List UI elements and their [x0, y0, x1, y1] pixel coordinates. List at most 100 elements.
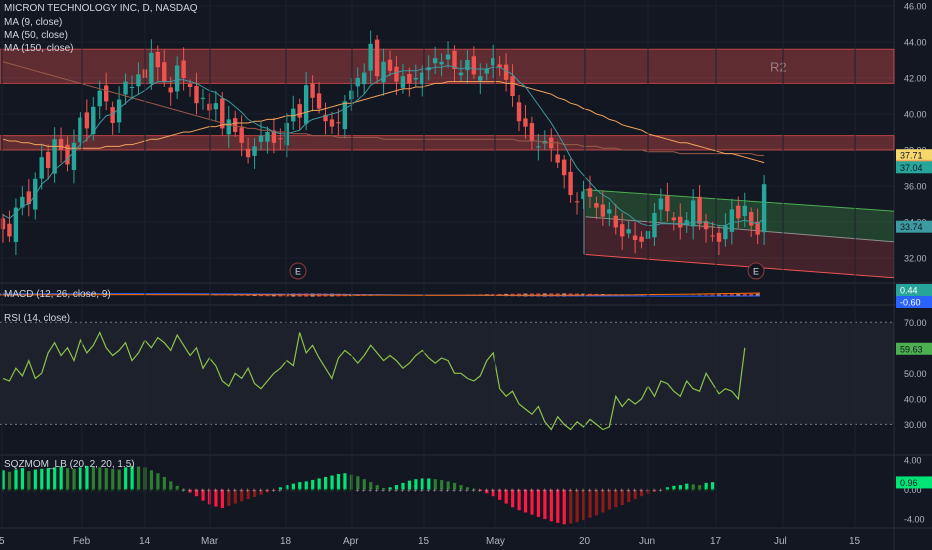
- candle[interactable]: [536, 133, 541, 161]
- candle[interactable]: [323, 102, 328, 135]
- candle[interactable]: [432, 46, 438, 75]
- candle[interactable]: [342, 94, 348, 139]
- candle[interactable]: [239, 115, 244, 157]
- candle[interactable]: [594, 196, 599, 220]
- candle[interactable]: [639, 231, 644, 249]
- candle[interactable]: [155, 45, 160, 81]
- candle[interactable]: [329, 112, 335, 134]
- candle[interactable]: [97, 80, 102, 120]
- candle[interactable]: [658, 188, 664, 222]
- candle[interactable]: [245, 137, 251, 164]
- candle[interactable]: [613, 203, 618, 235]
- candle[interactable]: [187, 79, 193, 97]
- candle[interactable]: [162, 49, 167, 87]
- candle[interactable]: [723, 213, 728, 247]
- candle[interactable]: [620, 212, 625, 250]
- candle[interactable]: [213, 90, 219, 122]
- macd-pane-title[interactable]: MACD (12, 26, close, 9): [4, 289, 111, 300]
- candle[interactable]: [65, 136, 70, 172]
- candle[interactable]: [20, 186, 25, 216]
- candle[interactable]: [697, 184, 702, 230]
- candle[interactable]: [471, 46, 477, 79]
- candle[interactable]: [529, 116, 535, 150]
- candle[interactable]: [549, 128, 554, 162]
- candle[interactable]: [607, 202, 612, 227]
- candle[interactable]: [387, 50, 393, 77]
- candle[interactable]: [91, 96, 96, 141]
- candle[interactable]: [7, 210, 12, 243]
- candle[interactable]: [78, 112, 83, 148]
- candle[interactable]: [420, 65, 425, 97]
- candle[interactable]: [291, 95, 296, 130]
- squeeze-pane-title[interactable]: SQZMOM_LB (20, 2, 20, 1.5): [4, 459, 135, 470]
- candle[interactable]: [174, 56, 180, 100]
- candle[interactable]: [497, 56, 502, 77]
- candle[interactable]: [149, 39, 154, 90]
- candle[interactable]: [194, 72, 199, 115]
- candle[interactable]: [226, 105, 231, 148]
- candle[interactable]: [516, 94, 522, 132]
- candle[interactable]: [129, 75, 135, 100]
- candle[interactable]: [561, 155, 567, 189]
- candle[interactable]: [181, 47, 186, 91]
- candle[interactable]: [233, 110, 238, 138]
- candle[interactable]: [478, 63, 483, 95]
- candle[interactable]: [407, 67, 412, 97]
- candle[interactable]: [665, 182, 670, 222]
- candle[interactable]: [394, 56, 399, 96]
- candle[interactable]: [374, 35, 380, 84]
- candle[interactable]: [413, 64, 418, 88]
- candle[interactable]: [716, 226, 722, 256]
- earnings-marker[interactable]: E: [289, 262, 307, 280]
- candle[interactable]: [84, 99, 90, 142]
- candle[interactable]: [587, 175, 593, 208]
- candle[interactable]: [310, 75, 315, 112]
- candle[interactable]: [581, 180, 586, 209]
- candle[interactable]: [491, 44, 496, 79]
- candle[interactable]: [710, 221, 715, 242]
- time-axis[interactable]: 5 Feb 14 Mar 18 Apr 15 May 20 Jun 17 Jul 15: [0, 536, 861, 547]
- candle[interactable]: [439, 53, 444, 77]
- candle[interactable]: [336, 108, 341, 136]
- legend-ma150[interactable]: MA (150, close): [4, 43, 74, 54]
- candle[interactable]: [703, 213, 709, 243]
- candle[interactable]: [39, 143, 44, 190]
- candle[interactable]: [510, 64, 515, 107]
- candle[interactable]: [110, 101, 115, 135]
- candle[interactable]: [568, 158, 573, 203]
- candle[interactable]: [484, 63, 489, 81]
- legend-ma9[interactable]: MA (9, close): [4, 17, 63, 28]
- candle[interactable]: [297, 98, 302, 131]
- legend-ma50[interactable]: MA (50, close): [4, 30, 68, 41]
- candle[interactable]: [58, 127, 64, 163]
- candle[interactable]: [52, 127, 57, 183]
- candle[interactable]: [523, 104, 528, 139]
- candle[interactable]: [555, 141, 560, 169]
- candle[interactable]: [736, 196, 741, 228]
- candle[interactable]: [355, 67, 360, 98]
- candle[interactable]: [303, 71, 309, 131]
- candle[interactable]: [574, 192, 580, 215]
- candle[interactable]: [755, 208, 760, 245]
- candle[interactable]: [690, 189, 696, 240]
- candle[interactable]: [503, 53, 509, 92]
- candle[interactable]: [26, 178, 31, 217]
- candle[interactable]: [381, 48, 386, 96]
- candle[interactable]: [678, 203, 683, 240]
- candle[interactable]: [45, 144, 51, 180]
- candle[interactable]: [0, 213, 6, 243]
- candle[interactable]: [452, 45, 457, 82]
- rsi-pane-title[interactable]: RSI (14, close): [4, 313, 71, 324]
- candle[interactable]: [671, 211, 676, 231]
- price-axis[interactable]: [894, 0, 932, 550]
- candle[interactable]: [316, 82, 322, 114]
- candle[interactable]: [684, 211, 689, 233]
- candle[interactable]: [252, 138, 257, 169]
- candle[interactable]: [368, 30, 373, 84]
- candle[interactable]: [600, 190, 606, 226]
- candle[interactable]: [265, 126, 270, 154]
- candle[interactable]: [626, 220, 631, 239]
- candle[interactable]: [458, 59, 464, 82]
- candle[interactable]: [271, 117, 277, 154]
